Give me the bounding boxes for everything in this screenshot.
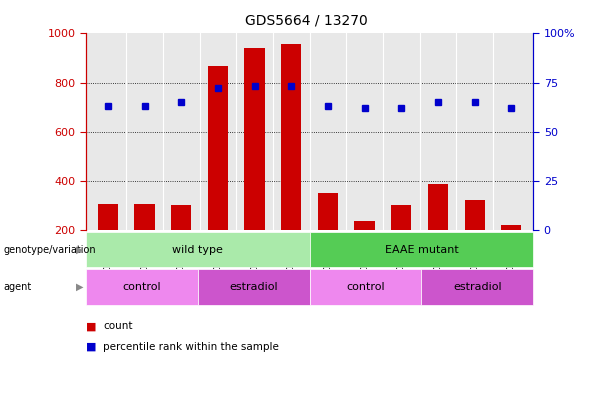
Bar <box>208 66 228 279</box>
Text: control: control <box>346 282 385 292</box>
Text: estradiol: estradiol <box>453 282 501 292</box>
Text: ■: ■ <box>86 342 96 352</box>
Text: ■: ■ <box>86 321 96 331</box>
Bar <box>354 221 375 279</box>
Bar <box>391 205 411 279</box>
Bar <box>97 204 118 279</box>
Bar <box>281 44 302 279</box>
Bar <box>134 204 154 279</box>
Text: ▶: ▶ <box>76 282 83 292</box>
Bar <box>318 193 338 279</box>
Text: control: control <box>123 282 161 292</box>
Text: wild type: wild type <box>172 244 223 255</box>
Bar <box>171 205 191 279</box>
Bar <box>428 184 448 279</box>
Text: EAAE mutant: EAAE mutant <box>384 244 459 255</box>
Bar <box>501 226 522 279</box>
Bar <box>245 48 265 279</box>
Bar <box>465 200 485 279</box>
Text: count: count <box>103 321 132 331</box>
Text: percentile rank within the sample: percentile rank within the sample <box>103 342 279 352</box>
Text: ▶: ▶ <box>76 244 83 255</box>
Text: GDS5664 / 13270: GDS5664 / 13270 <box>245 14 368 28</box>
Text: estradiol: estradiol <box>229 282 278 292</box>
Text: genotype/variation: genotype/variation <box>3 244 96 255</box>
Text: agent: agent <box>3 282 31 292</box>
